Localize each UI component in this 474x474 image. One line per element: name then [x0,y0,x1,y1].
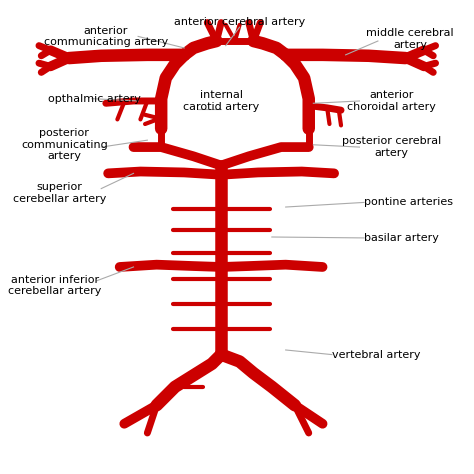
Text: middle cerebral
artery: middle cerebral artery [366,28,454,49]
Text: internal
carotid artery: internal carotid artery [183,90,259,112]
Text: basilar artery: basilar artery [364,233,439,243]
Text: anterior
choroidal artery: anterior choroidal artery [347,90,436,112]
Text: pontine arteries: pontine arteries [364,197,453,208]
Text: anterior cerebral artery: anterior cerebral artery [174,17,305,27]
Text: posterior cerebral
artery: posterior cerebral artery [342,137,441,158]
Text: posterior
communicating
artery: posterior communicating artery [21,128,108,161]
Text: anterior inferior
cerebellar artery: anterior inferior cerebellar artery [9,274,102,296]
Text: anterior
communicating artery: anterior communicating artery [44,26,168,47]
Text: superior
cerebellar artery: superior cerebellar artery [13,182,107,204]
Text: vertebral artery: vertebral artery [332,350,420,360]
Text: opthalmic artery: opthalmic artery [48,94,141,104]
